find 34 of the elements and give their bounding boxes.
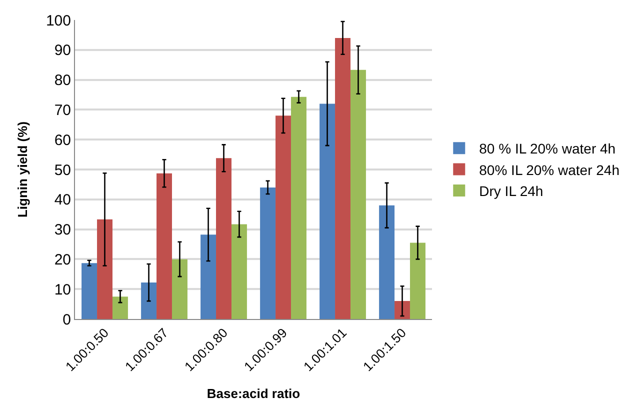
- y-tick-label: 10: [54, 281, 71, 298]
- y-tick-label: 70: [54, 102, 71, 119]
- bar: [350, 70, 366, 319]
- bar: [216, 158, 232, 319]
- legend-label: Dry IL 24h: [479, 182, 544, 199]
- legend-label: 80 % IL 20% water 4h: [479, 140, 616, 157]
- bar: [97, 219, 112, 319]
- bar: [290, 96, 306, 319]
- bar: [141, 282, 157, 319]
- bar: [394, 301, 410, 319]
- y-tick-label: 90: [54, 42, 71, 60]
- bar: [320, 104, 336, 319]
- y-tick-label: 60: [54, 132, 71, 149]
- bar: [112, 296, 128, 319]
- y-tick-label: 20: [54, 251, 71, 268]
- bar: [172, 259, 188, 319]
- y-tick-label: 30: [54, 222, 71, 239]
- bar: [231, 224, 247, 319]
- y-tick-label: 50: [54, 162, 71, 179]
- y-tick-label: 100: [46, 12, 71, 30]
- y-axis-title: Lignin yield (%): [14, 121, 30, 218]
- bar: [335, 38, 350, 319]
- legend-label: 80% IL 20% water 24h: [479, 162, 620, 178]
- bar: [260, 187, 276, 319]
- bar: [200, 234, 216, 319]
- y-tick-label: 40: [54, 192, 71, 209]
- bar: [82, 263, 98, 319]
- y-tick-label: 0: [62, 311, 71, 328]
- x-axis-title: Base:acid ratio: [206, 386, 300, 401]
- y-tick-label: 80: [54, 72, 71, 90]
- bar: [156, 173, 172, 319]
- bar: [410, 242, 426, 319]
- bar: [379, 205, 395, 319]
- bar: [276, 116, 291, 319]
